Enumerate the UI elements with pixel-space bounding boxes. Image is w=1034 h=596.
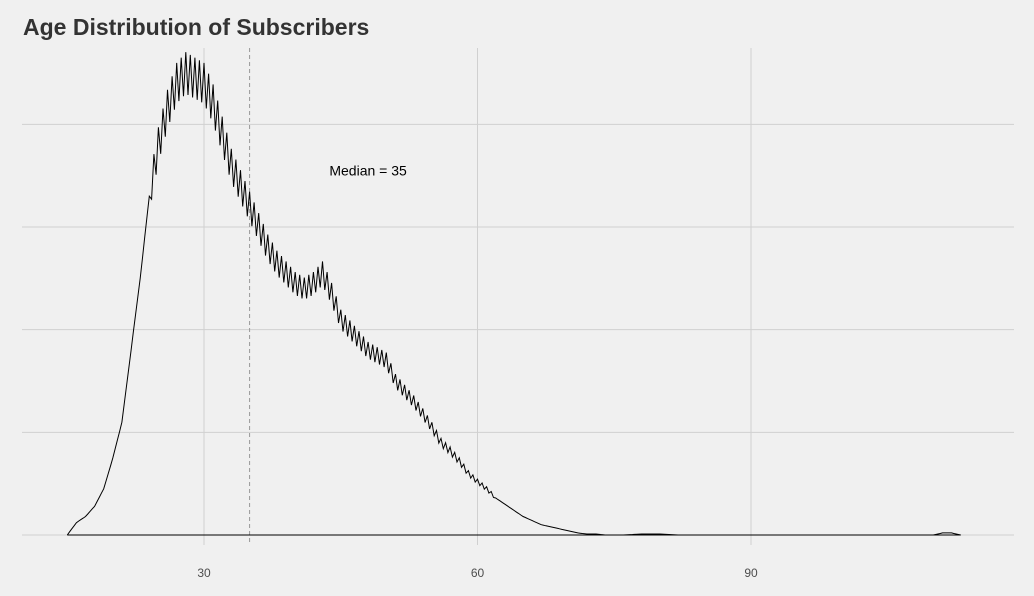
grid-layer: [22, 48, 1014, 545]
x-axis-ticks: 30 60 90: [197, 566, 758, 580]
x-tick-label: 30: [197, 566, 211, 580]
x-tick-label: 90: [744, 566, 758, 580]
median-annotation: Median = 35: [329, 163, 407, 179]
chart-title: Age Distribution of Subscribers: [23, 14, 370, 40]
x-tick-label: 60: [471, 566, 485, 580]
